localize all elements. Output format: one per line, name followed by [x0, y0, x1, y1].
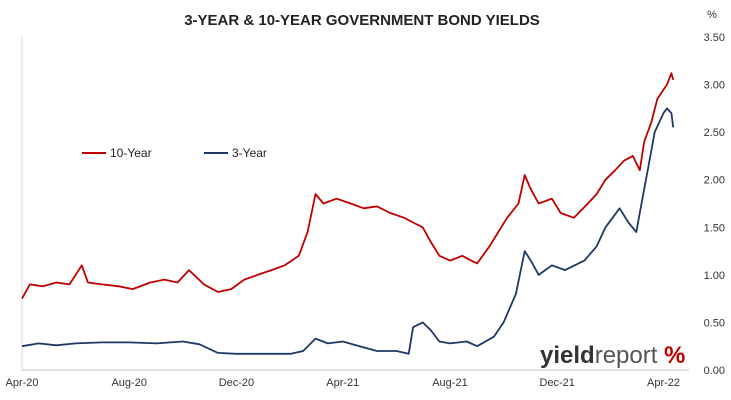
legend-label-3y: 3-Year: [232, 146, 267, 160]
series-line-10-year: [21, 72, 675, 300]
y-axis-ticks: 0.00 0.50 1.00 1.50 2.00 2.50 3.00 3.50: [704, 32, 725, 377]
series-line-3-year: [21, 107, 675, 355]
logo-percent-icon: %: [664, 342, 685, 369]
series-layer: [21, 72, 675, 355]
svg-text:yieldreport: yieldreport: [540, 342, 658, 369]
y-tick-label: 2.00: [704, 175, 725, 187]
x-tick-label: Dec-21: [539, 377, 574, 389]
x-tick-label: Apr-20: [5, 377, 38, 389]
legend: 10-Year 3-Year: [82, 146, 267, 160]
y-tick-label: 1.50: [704, 222, 725, 234]
x-tick-label: Aug-20: [111, 377, 146, 389]
yieldreport-logo: yieldreport %: [540, 342, 685, 369]
y-tick-label: 2.50: [704, 127, 725, 139]
logo-report-text: report: [595, 342, 658, 369]
y-tick-label: 1.00: [704, 270, 725, 282]
x-tick-label: Dec-20: [219, 377, 254, 389]
unit-label: %: [707, 9, 717, 21]
legend-label-10y: 10-Year: [110, 146, 152, 160]
x-tick-label: Apr-22: [647, 377, 680, 389]
y-tick-label: 0.00: [704, 365, 725, 377]
x-tick-label: Aug-21: [432, 377, 467, 389]
chart-title: 3-YEAR & 10-YEAR GOVERNMENT BOND YIELDS: [184, 12, 540, 29]
x-tick-label: Apr-21: [326, 377, 359, 389]
x-axis-ticks: Apr-20 Aug-20 Dec-20 Apr-21 Aug-21 Dec-21 Apr-…: [5, 377, 680, 389]
logo-yield-text: yield: [540, 342, 595, 369]
y-tick-label: 0.50: [704, 317, 725, 329]
y-tick-label: 3.50: [704, 32, 725, 44]
y-tick-label: 3.00: [704, 80, 725, 92]
